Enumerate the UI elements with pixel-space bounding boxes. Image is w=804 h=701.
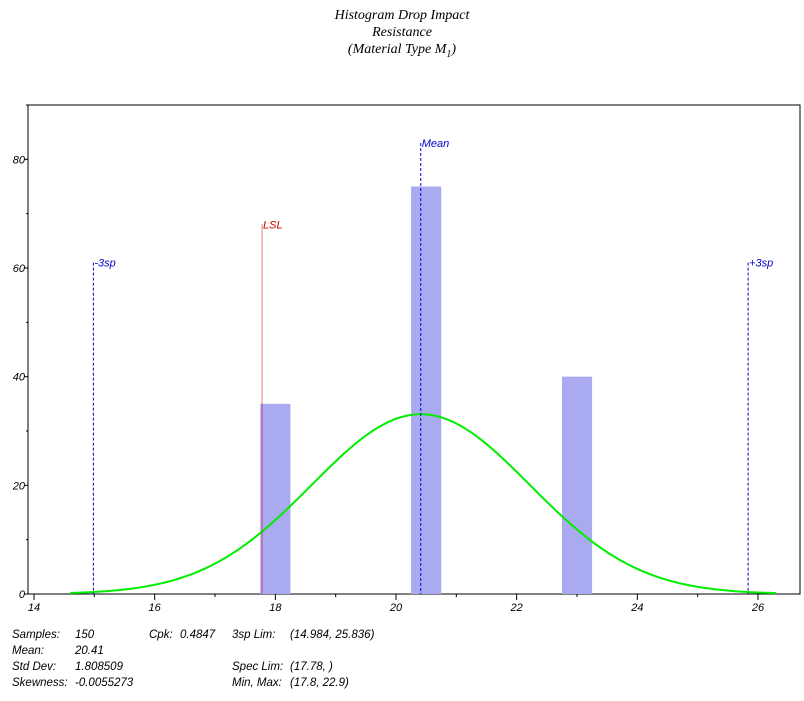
y-tick-label-60: 60 [13, 263, 26, 275]
y-tick-label-80: 80 [13, 154, 26, 166]
samples-label: Samples: [12, 629, 60, 641]
histogram-bar-2 [411, 186, 442, 594]
title-line-3-end: ) [451, 42, 457, 57]
title-line-1: Histogram Drop Impact [334, 8, 470, 23]
title-line-2: Resistance [372, 25, 432, 40]
histogram-bar-1 [260, 403, 291, 594]
skewness-value: -0.0055273 [75, 677, 134, 689]
samples-value: 150 [75, 629, 95, 641]
ref-label-2: LSL [263, 220, 283, 232]
x-tick-label-16: 16 [149, 602, 162, 614]
ref-label-1: -3sp [94, 258, 115, 270]
x-tick-label-24: 24 [630, 602, 643, 614]
histogram-bar-3 [561, 376, 593, 594]
std-dev-label: Std Dev: [12, 661, 57, 673]
ref-label-3: Mean [422, 138, 450, 150]
three-sp-lim-value: (14.984, 25.836) [290, 629, 375, 641]
x-tick-label-22: 22 [510, 602, 523, 614]
x-tick-label-26: 26 [751, 602, 765, 614]
skewness-label: Skewness: [12, 677, 68, 689]
cpk-label: Cpk: [149, 629, 173, 641]
three-sp-lim-label: 3sp Lim: [232, 629, 276, 641]
cpk-value: 0.4847 [180, 629, 216, 641]
x-tick-label-18: 18 [269, 602, 282, 614]
y-tick-label-0: 0 [19, 589, 26, 601]
title-line-3-text: (Material Type M [347, 42, 447, 57]
mean-label: Mean: [12, 645, 44, 657]
min-max-label: Min, Max: [232, 677, 282, 689]
normal-curve [70, 413, 777, 595]
chart-title: Histogram Drop Impact Resistance (Materi… [0, 0, 804, 90]
y-tick-label-20: 20 [12, 480, 26, 492]
mean-value: 20.41 [75, 645, 104, 657]
title-line-3: (Material Type M1) [0, 42, 804, 60]
x-tick-label-14: 14 [28, 602, 40, 614]
min-max-value: (17.8, 22.9) [290, 677, 349, 689]
spec-lim-value: (17.78, ) [290, 661, 333, 673]
x-tick-label-20: 20 [389, 602, 403, 614]
title-subscript: 1 [446, 48, 452, 60]
ref-label-4: +3sp [749, 258, 773, 270]
y-tick-label-40: 40 [13, 372, 26, 384]
spec-lim-label: Spec Lim: [232, 661, 284, 673]
std-dev-value: 1.808509 [75, 661, 123, 673]
